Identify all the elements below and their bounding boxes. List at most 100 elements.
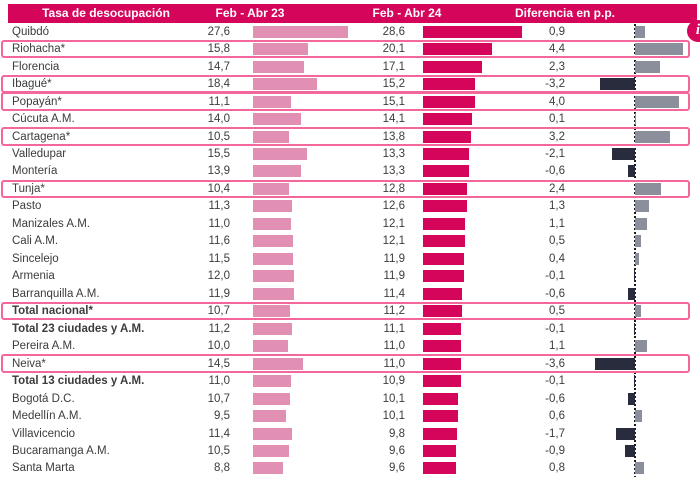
bar-diff-pp [611, 148, 635, 161]
table-row: Santa Marta 8,8 9,6 0,8 [0, 460, 700, 477]
value-feb-abr-23: 14,7 [207, 60, 230, 73]
city-label: Barranquilla A.M. [12, 287, 100, 300]
bar-diff-pp [628, 392, 635, 405]
city-label: Quibdó [12, 25, 50, 38]
value-diff-pp: 0,9 [549, 25, 565, 38]
city-label: Riohacha* [12, 43, 66, 56]
value-diff-pp: -0,6 [545, 287, 565, 300]
value-feb-abr-24: 13,3 [382, 148, 405, 161]
bar-diff-pp [633, 270, 635, 283]
bar-feb-abr-24 [423, 43, 493, 56]
table-row: Sincelejo 11,5 11,9 0,4 [0, 250, 700, 267]
bar-feb-abr-23 [253, 148, 307, 161]
bar-feb-abr-23 [253, 392, 290, 405]
value-feb-abr-24: 10,9 [382, 375, 405, 388]
value-feb-abr-23: 11,0 [208, 217, 230, 230]
value-diff-pp: -0,6 [545, 165, 565, 178]
bar-feb-abr-23 [253, 375, 291, 388]
city-label: Bogotá D.C. [12, 392, 75, 405]
value-feb-abr-23: 10,5 [207, 444, 230, 457]
bar-feb-abr-23 [253, 252, 293, 265]
bar-diff-pp [635, 182, 662, 195]
value-diff-pp: -0,1 [545, 322, 565, 335]
bar-feb-abr-23 [253, 182, 289, 195]
value-diff-pp: -3,2 [545, 78, 565, 91]
value-feb-abr-23: 10,4 [207, 182, 230, 195]
bar-feb-abr-23 [253, 357, 303, 370]
city-label: Sincelejo [12, 252, 59, 265]
bar-feb-abr-24 [423, 287, 463, 300]
city-label: Cali A.M. [12, 235, 59, 248]
bar-feb-abr-23 [253, 130, 290, 143]
bar-diff-pp [635, 200, 650, 213]
header-city-column: Tasa de desocupación [42, 6, 170, 20]
bar-feb-abr-24 [423, 113, 472, 126]
city-label: Valledupar [12, 148, 67, 161]
bar-diff-pp [628, 287, 635, 300]
value-diff-pp: 4,4 [549, 43, 565, 56]
table-row: Neiva* 14,5 11,0 -3,6 [0, 354, 700, 373]
bar-feb-abr-23 [253, 444, 290, 457]
value-feb-abr-24: 15,1 [382, 95, 405, 108]
bar-feb-abr-24 [423, 182, 468, 195]
value-feb-abr-23: 12,0 [207, 270, 230, 283]
value-diff-pp: 0,5 [549, 305, 565, 318]
table-row: Popayán* 11,1 15,1 4,0 [0, 92, 700, 111]
table-row: Bogotá D.C. 10,7 10,1 -0,6 [0, 390, 700, 407]
bar-feb-abr-24 [423, 95, 476, 108]
table-row: Pasto 11,3 12,6 1,3 [0, 198, 700, 215]
table-row: Villavicencio 11,4 9,8 -1,7 [0, 425, 700, 442]
table-row: Manizales A.M. 11,0 12,1 1,1 [0, 215, 700, 232]
bar-diff-pp [635, 340, 648, 353]
bar-diff-pp [635, 252, 640, 265]
bar-feb-abr-23 [253, 410, 286, 423]
value-diff-pp: 0,1 [549, 113, 565, 126]
bar-feb-abr-24 [423, 427, 457, 440]
table-row: Riohacha* 15,8 20,1 4,4 [0, 39, 700, 59]
bar-feb-abr-23 [253, 200, 292, 213]
header-feb-abr-23: Feb - Abr 23 [215, 6, 285, 20]
value-diff-pp: 2,4 [549, 182, 565, 195]
info-icon[interactable]: i [687, 20, 700, 42]
bar-diff-pp [628, 165, 635, 178]
value-feb-abr-24: 15,2 [382, 78, 405, 91]
value-diff-pp: -1,7 [545, 427, 565, 440]
bar-diff-pp [635, 410, 642, 423]
value-diff-pp: 2,3 [549, 60, 565, 73]
value-feb-abr-24: 9,6 [389, 444, 405, 457]
bar-feb-abr-23 [253, 305, 290, 318]
table-row: Tunja* 10,4 12,8 2,4 [0, 179, 700, 199]
value-diff-pp: 0,6 [549, 410, 565, 423]
value-feb-abr-23: 15,8 [207, 43, 230, 56]
bar-feb-abr-23 [253, 217, 291, 230]
table-row: Ibagué* 18,4 15,2 -3,2 [0, 74, 700, 94]
value-feb-abr-24: 11,1 [383, 322, 405, 335]
bar-feb-abr-24 [423, 148, 469, 161]
city-label: Popayán* [12, 95, 62, 108]
city-label: Cúcuta A.M. [12, 113, 75, 126]
value-diff-pp: -0,1 [545, 270, 565, 283]
city-label: Florencia [12, 60, 60, 73]
bar-diff-pp [635, 25, 645, 38]
value-feb-abr-24: 13,8 [382, 130, 405, 143]
city-label: Neiva* [12, 357, 46, 370]
value-feb-abr-23: 10,7 [207, 392, 230, 405]
bar-feb-abr-23 [253, 287, 295, 300]
value-feb-abr-24: 11,0 [383, 357, 405, 370]
value-feb-abr-23: 14,5 [207, 357, 230, 370]
value-feb-abr-23: 27,6 [207, 25, 230, 38]
table-row: Barranquilla A.M. 11,9 11,4 -0,6 [0, 285, 700, 302]
bar-feb-abr-23 [253, 78, 317, 91]
table-row: Cali A.M. 11,6 12,1 0,5 [0, 233, 700, 250]
table-row: Florencia 14,7 17,1 2,3 [0, 58, 700, 75]
value-feb-abr-23: 11,4 [208, 427, 230, 440]
value-feb-abr-23: 11,6 [208, 235, 230, 248]
value-diff-pp: 0,4 [549, 252, 565, 265]
value-feb-abr-23: 11,2 [208, 322, 230, 335]
bar-feb-abr-23 [253, 427, 293, 440]
bar-diff-pp [633, 322, 635, 335]
value-feb-abr-24: 12,1 [382, 235, 405, 248]
bar-diff-pp [635, 305, 641, 318]
value-feb-abr-24: 12,6 [382, 200, 405, 213]
value-feb-abr-23: 13,9 [207, 165, 230, 178]
